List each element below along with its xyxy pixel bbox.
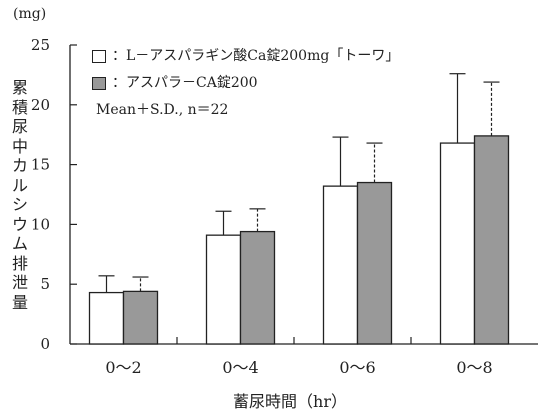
x-axis-label: 蓄尿時間（hr） xyxy=(233,392,347,411)
x-tick-label-1: 0～4 xyxy=(222,358,258,377)
legend-note: Mean＋S.D., n＝22 xyxy=(96,102,229,118)
legend-swatch-gray xyxy=(92,77,106,90)
x-tick-label-3: 0～8 xyxy=(456,358,492,377)
y-axis-label: 累積尿中カルシウム排泄量 xyxy=(11,78,28,312)
y-tick-label-3: 15 xyxy=(31,156,50,174)
bar-s1-g1 xyxy=(88,291,125,345)
legend-label-series-2: ：アスパラ－CA錠200 xyxy=(112,75,258,91)
y-tick-label-4: 20 xyxy=(31,96,50,114)
bar-s2-g3 xyxy=(356,181,393,345)
y-tick-label-0: 0 xyxy=(40,335,50,353)
bar-s1-g2 xyxy=(205,234,242,345)
x-tick-label-2: 0～6 xyxy=(339,358,375,377)
bar-s1-g4 xyxy=(439,142,476,345)
y-tick-label-5: 25 xyxy=(31,36,50,54)
y-unit-label: (mg) xyxy=(13,6,47,22)
y-tick-label-2: 10 xyxy=(31,215,50,233)
bar-s1-g3 xyxy=(322,185,359,345)
bar-s2-g2 xyxy=(239,230,276,345)
y-tick-label-1: 5 xyxy=(40,275,50,293)
bar-s2-g4 xyxy=(473,135,510,345)
x-tick-label-0: 0～2 xyxy=(105,358,141,377)
bars xyxy=(88,73,510,345)
legend-label-series-1: ：L－アスパラギン酸Ca錠200mg「トーワ」 xyxy=(112,48,400,64)
legend-swatch-white xyxy=(92,50,106,63)
legend: ：L－アスパラギン酸Ca錠200mg「トーワ」 ：アスパラ－CA錠200 Mea… xyxy=(92,43,399,124)
legend-item-series-1: ：L－アスパラギン酸Ca錠200mg「トーワ」 xyxy=(92,43,399,70)
bar-s2-g1 xyxy=(122,290,159,345)
axes: 0 5 10 15 20 25 0～2 0～4 0～6 0～8 xyxy=(31,36,538,377)
legend-item-series-2: ：アスパラ－CA錠200 xyxy=(92,70,399,97)
